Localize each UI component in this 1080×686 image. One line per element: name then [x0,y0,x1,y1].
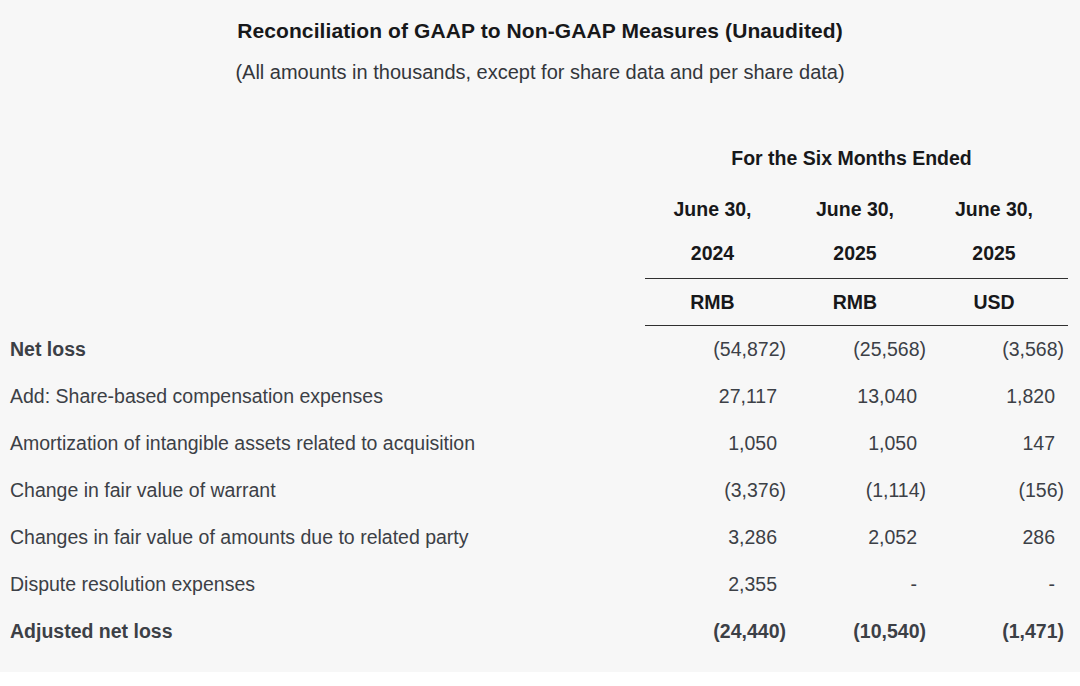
column-currency-header: RMB [790,279,930,326]
column-currency-header: RMB [645,279,790,326]
value-cell: 2,355 [645,561,790,608]
value-cell: (1,114) [790,467,930,514]
row-label: Changes in fair value of amounts due to … [0,514,645,561]
value-cell: 27,117 [645,373,790,420]
value-cell: - [790,561,930,608]
value-cell: - [930,561,1068,608]
page-subtitle: (All amounts in thousands, except for sh… [0,58,1080,86]
row-label: Amortization of intangible assets relate… [0,420,645,467]
table-row: Adjusted net loss(24,440)(10,540)(1,471) [0,608,1068,655]
value-cell: 147 [930,420,1068,467]
column-period-header: June 30,2025 [930,182,1068,279]
value-cell: (25,568) [790,326,930,373]
row-label: Change in fair value of warrant [0,467,645,514]
group-header-row: For the Six Months Ended [0,134,1068,182]
bottom-margin [0,672,1080,686]
table-header: For the Six Months Ended June 30,2024Jun… [0,134,1068,326]
period-header-row: June 30,2024June 30,2025June 30,2025 [0,182,1068,279]
value-cell: 13,040 [790,373,930,420]
value-cell: 3,286 [645,514,790,561]
value-cell: (3,376) [645,467,790,514]
value-cell: (54,872) [645,326,790,373]
report-panel: Reconciliation of GAAP to Non-GAAP Measu… [0,0,1080,672]
reconciliation-table: For the Six Months Ended June 30,2024Jun… [0,134,1068,655]
value-cell: (1,471) [930,608,1068,655]
currency-header-row: RMBRMBUSD [0,279,1068,326]
value-cell: 2,052 [790,514,930,561]
value-cell: 1,050 [790,420,930,467]
table-body: Net loss(54,872)(25,568)(3,568)Add: Shar… [0,326,1068,655]
value-cell: 1,820 [930,373,1068,420]
header-spacer [0,279,645,326]
value-cell: (156) [930,467,1068,514]
row-label: Adjusted net loss [0,608,645,655]
row-label: Net loss [0,326,645,373]
column-period-header: June 30,2025 [790,182,930,279]
column-currency-header: USD [930,279,1068,326]
row-label: Dispute resolution expenses [0,561,645,608]
table-row: Changes in fair value of amounts due to … [0,514,1068,561]
table-row: Add: Share-based compensation expenses27… [0,373,1068,420]
value-cell: (3,568) [930,326,1068,373]
value-cell: 286 [930,514,1068,561]
table-row: Dispute resolution expenses2,355-- [0,561,1068,608]
table-row: Net loss(54,872)(25,568)(3,568) [0,326,1068,373]
header-spacer [0,134,645,182]
value-cell: (10,540) [790,608,930,655]
value-cell: (24,440) [645,608,790,655]
group-header: For the Six Months Ended [645,134,1068,182]
table-row: Change in fair value of warrant(3,376)(1… [0,467,1068,514]
page-title: Reconciliation of GAAP to Non-GAAP Measu… [0,0,1080,46]
table-row: Amortization of intangible assets relate… [0,420,1068,467]
column-period-header: June 30,2024 [645,182,790,279]
row-label: Add: Share-based compensation expenses [0,373,645,420]
value-cell: 1,050 [645,420,790,467]
header-spacer [0,182,645,279]
